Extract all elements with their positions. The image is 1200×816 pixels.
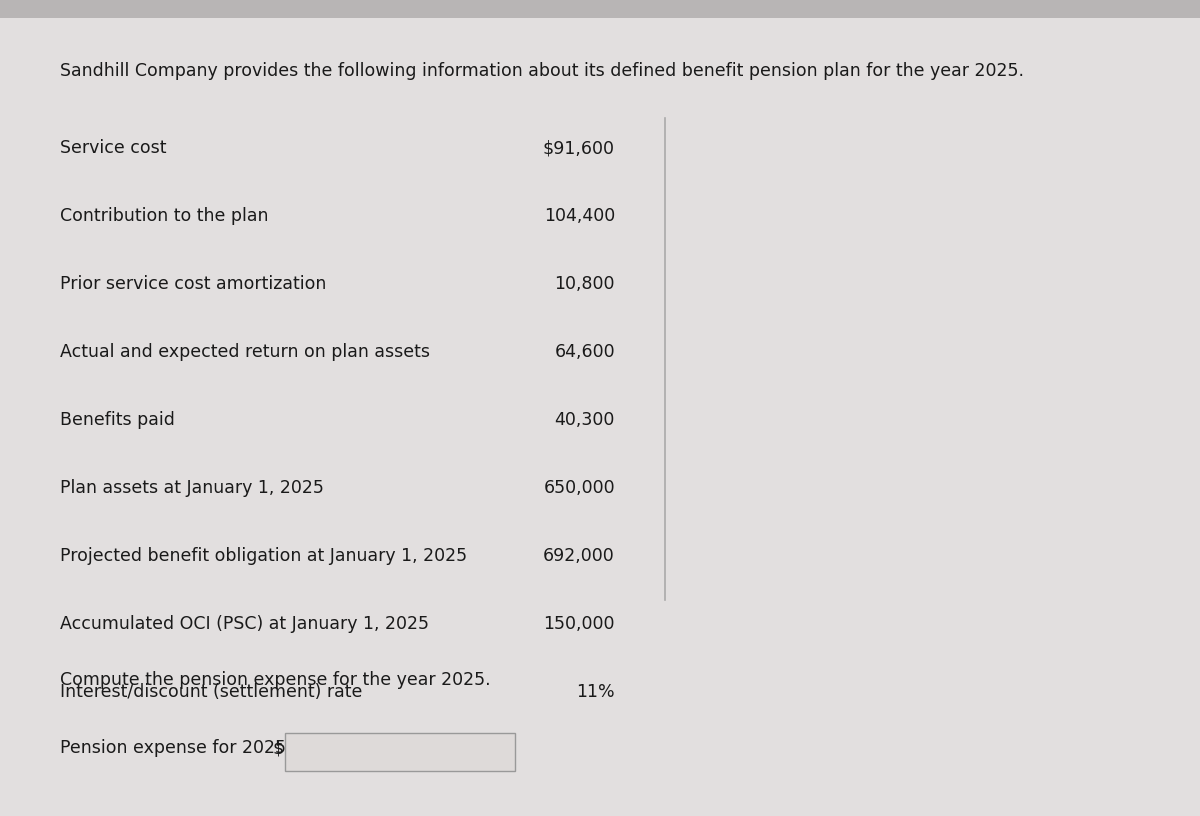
Text: Benefits paid: Benefits paid bbox=[60, 411, 175, 429]
Text: $91,600: $91,600 bbox=[542, 139, 616, 157]
Text: Actual and expected return on plan assets: Actual and expected return on plan asset… bbox=[60, 343, 430, 361]
Text: 40,300: 40,300 bbox=[554, 411, 616, 429]
Text: 10,800: 10,800 bbox=[554, 275, 616, 293]
Text: 650,000: 650,000 bbox=[544, 479, 616, 497]
Text: Accumulated OCI (PSC) at January 1, 2025: Accumulated OCI (PSC) at January 1, 2025 bbox=[60, 615, 430, 633]
Text: Contribution to the plan: Contribution to the plan bbox=[60, 207, 269, 225]
Text: Interest/discount (settlement) rate: Interest/discount (settlement) rate bbox=[60, 683, 362, 701]
Text: Plan assets at January 1, 2025: Plan assets at January 1, 2025 bbox=[60, 479, 324, 497]
Text: Projected benefit obligation at January 1, 2025: Projected benefit obligation at January … bbox=[60, 547, 467, 565]
Text: 104,400: 104,400 bbox=[544, 207, 616, 225]
Text: Compute the pension expense for the year 2025.: Compute the pension expense for the year… bbox=[60, 671, 491, 689]
Text: Pension expense for 2025: Pension expense for 2025 bbox=[60, 739, 286, 757]
Bar bbox=[0, 0, 1200, 18]
Text: $: $ bbox=[272, 739, 283, 757]
Text: Sandhill Company provides the following information about its defined benefit pe: Sandhill Company provides the following … bbox=[60, 62, 1024, 80]
Text: Prior service cost amortization: Prior service cost amortization bbox=[60, 275, 326, 293]
Bar bbox=[286, 733, 515, 771]
Text: 64,600: 64,600 bbox=[554, 343, 616, 361]
Text: Service cost: Service cost bbox=[60, 139, 167, 157]
Text: 11%: 11% bbox=[576, 683, 616, 701]
Text: 150,000: 150,000 bbox=[544, 615, 616, 633]
Text: 692,000: 692,000 bbox=[544, 547, 616, 565]
